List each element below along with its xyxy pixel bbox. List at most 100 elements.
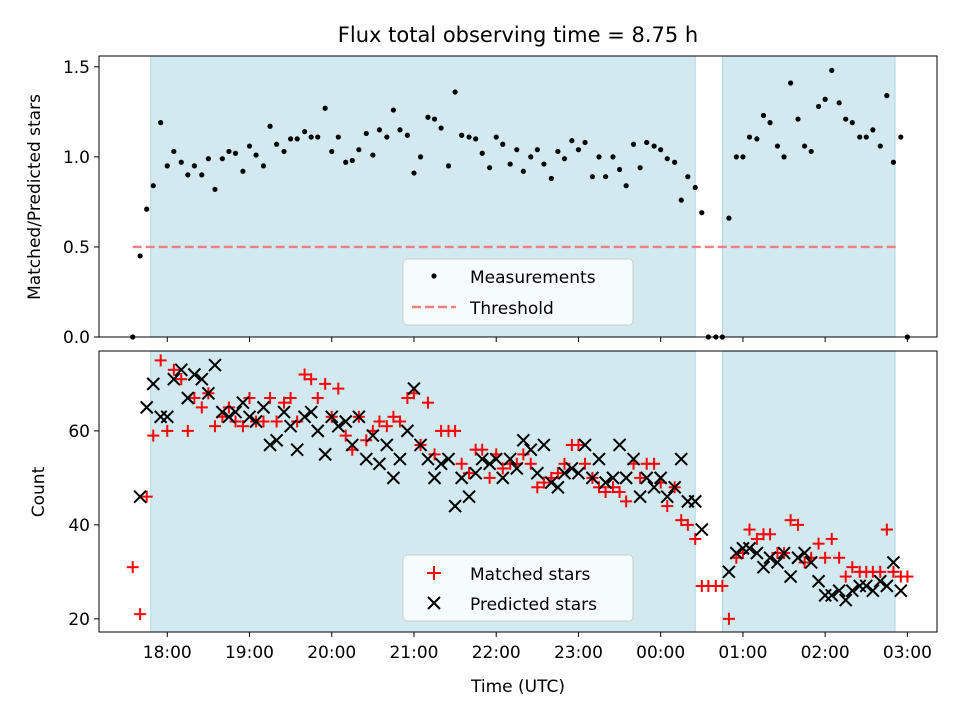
predicted-star-point [804,555,818,570]
measurement-point [829,67,835,74]
matched-star-point [380,420,393,433]
matched-star-point [332,382,345,395]
top-legend-box [402,258,634,326]
predicted-star-point [468,466,483,480]
bottom-xtick-label: 22:00 [472,643,521,663]
matched-star-point [743,523,756,536]
predicted-star-point [585,471,600,485]
measurement-point [514,147,520,153]
legend-threshold-label: Threshold [469,299,554,319]
measurement-point [672,159,678,165]
matched-star-point [716,579,729,592]
measurement-point [569,138,575,144]
matched-star-point [634,471,647,484]
predicted-star-point [633,489,647,504]
predicted-star-point [777,546,791,560]
predicted-star-point [325,410,339,424]
predicted-star-point [832,583,846,598]
matched-star-point [887,565,900,578]
measurement-point [301,129,308,135]
measurement-point [733,154,739,160]
measurement-point [411,170,417,176]
predicted-star-point [195,372,209,386]
bottom-ytick-label: 60 [68,422,90,442]
top-legend: Measurements Threshold [402,258,634,326]
predicted-star-point [742,541,757,556]
measurement-point [191,163,197,169]
measurement-point [459,132,465,138]
measurement-point [144,206,150,212]
matched-star-point [874,565,887,578]
measurement-point [376,127,383,133]
bottom-xtick-label: 03:00 [883,643,932,663]
top-ytick-label: 1.5 [63,58,90,78]
measurement-point [815,103,822,110]
measurement-point [356,147,362,153]
measurement-point [685,174,691,180]
predicted-star-point [318,447,332,462]
measurement-point [788,80,794,86]
top-ytick-label: 1.0 [63,148,90,168]
bottom-xtick-label: 02:00 [801,643,850,663]
predicted-star-point [756,560,771,574]
legend-predicted-marker [427,596,441,610]
matched-star-point [140,490,153,503]
predicted-star-point [544,475,559,490]
bottom-xlabel: Time (UTC) [470,677,565,697]
matched-star-point [243,391,256,404]
predicted-star-point [400,424,415,438]
predicted-star-point [475,452,489,466]
predicted-star-point [201,386,216,400]
predicted-star-point [852,579,867,593]
measurement-point [658,147,664,153]
measurement-point [212,186,218,192]
predicted-star-point [695,522,709,537]
matched-star-point [901,570,914,583]
bottom-legend-box [402,554,634,622]
measurement-point [863,134,869,140]
measurement-point [473,136,479,142]
matched-star-point [880,523,893,536]
measurement-point [877,143,883,149]
bottom-ytick-label: 40 [68,516,90,536]
top-panel: 0.0 0.5 1.0 1.5 Matched/Predicted stars Mea… [25,55,938,348]
predicted-star-point [763,551,777,565]
matched-star-point [798,556,811,569]
matched-star-point [572,438,585,451]
measurement-point [479,150,485,156]
predicted-star-point [612,438,627,452]
measurement-point [822,96,828,102]
measurement-point [870,127,876,133]
matched-star-point [681,518,694,531]
measurement-point [417,154,424,160]
measurement-point [561,156,568,162]
predicted-star-point [153,410,168,424]
bottom-legend: Matched stars Predicted stars [402,554,634,622]
measurement-point [692,184,698,191]
measurement-point [541,161,547,167]
matched-star-point [154,354,167,367]
measurement-point [664,156,670,162]
predicted-star-point [228,405,243,419]
matched-star-point [270,415,283,428]
legend-measurements-label: Measurements [470,268,596,288]
bottom-xtick-label: 20:00 [307,643,356,663]
predicted-star-point [263,438,277,452]
predicted-star-point [448,499,462,513]
measurement-point [596,154,602,160]
measurement-point [487,165,493,171]
predicted-star-point [510,461,524,476]
measurement-point [602,174,609,180]
predicted-star-point [503,452,517,466]
matched-star-point [311,391,324,404]
predicted-star-point [393,452,407,466]
measurement-point [445,163,452,169]
top-ylabel: Matched/Predicted stars [25,94,45,300]
measurement-point [158,120,164,126]
measurement-point [849,120,855,126]
bottom-xtick-label: 01:00 [718,643,767,663]
predicted-star-point [421,452,435,466]
predicted-star-point [750,546,764,560]
matched-star-point [750,532,763,545]
matched-star-point [229,415,242,428]
